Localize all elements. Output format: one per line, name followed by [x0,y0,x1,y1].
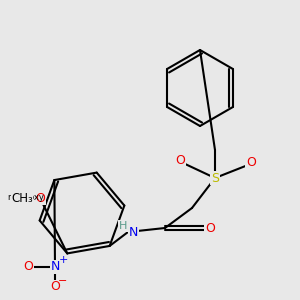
Text: O: O [205,221,215,235]
Text: O: O [246,155,256,169]
Text: O: O [23,260,33,274]
Text: N: N [50,260,60,274]
Text: S: S [211,172,219,184]
Text: N: N [129,226,138,238]
Text: O: O [50,280,60,293]
Text: H: H [118,221,127,231]
Text: O: O [35,191,45,205]
Text: CH₃: CH₃ [11,191,33,205]
Text: O: O [175,154,185,166]
Text: methoxy: methoxy [8,194,44,202]
Text: +: + [58,255,68,265]
Text: −: − [58,276,68,286]
